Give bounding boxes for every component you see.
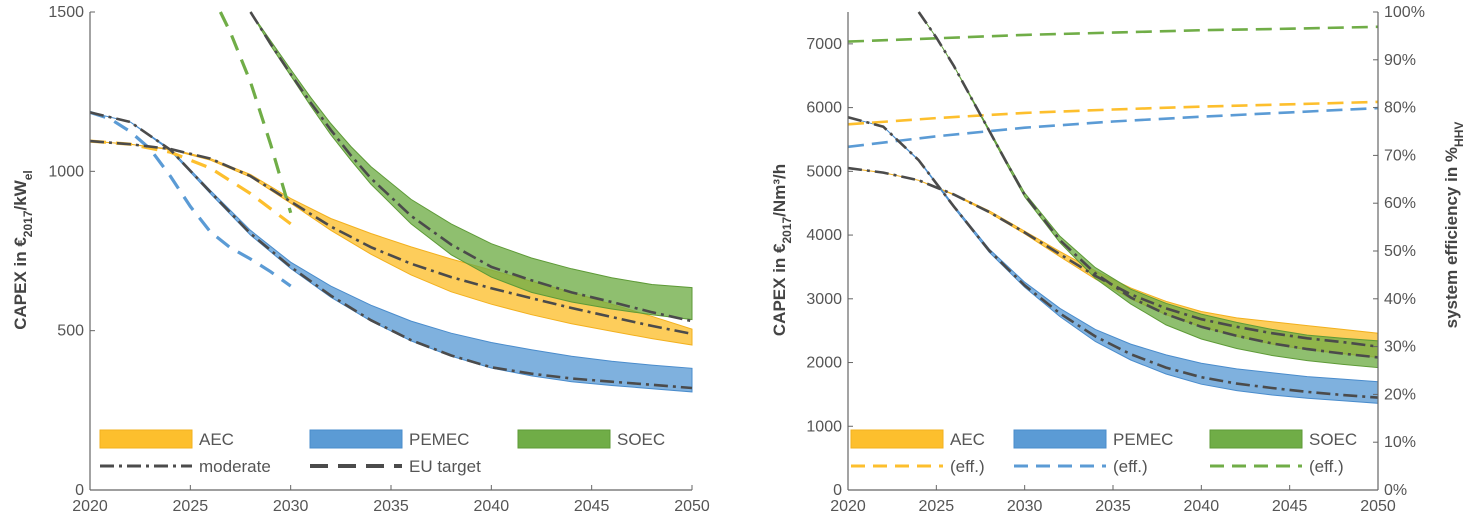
axes (847, 11, 1379, 491)
legend-label-eu-target: EU target (409, 457, 481, 476)
x-tick-label: 2050 (1360, 498, 1396, 515)
y2-tick-label: 10% (1384, 434, 1416, 451)
band-pemec (847, 116, 1379, 404)
capex-lines (847, 11, 1379, 399)
x-tick-label: 2035 (1095, 498, 1131, 515)
legend-label-pemec: PEMEC (409, 430, 469, 449)
x-tick-label: 2040 (474, 498, 510, 515)
legend-swatch-soec (1209, 429, 1303, 449)
band-aec (847, 167, 1379, 358)
y-tick-label: 3000 (806, 291, 842, 308)
y-tick-label: 1000 (806, 418, 842, 435)
legend-label-pemec-eff: (eff.) (1113, 457, 1148, 476)
legend-swatch-aec (850, 429, 944, 449)
y2-tick-label: 50% (1384, 243, 1416, 260)
x-tick-label: 2020 (830, 498, 866, 515)
y-tick-label: 6000 (806, 100, 842, 117)
legend-label-moderate: moderate (199, 457, 271, 476)
band-soec (918, 11, 1379, 369)
moderate-line-1 (847, 115, 1379, 399)
legend-label-soec: SOEC (1309, 430, 1357, 449)
moderate-line-1 (89, 111, 693, 390)
efficiency-line-soec (847, 25, 1379, 43)
axes (89, 11, 693, 491)
x-tick-label: 2045 (574, 498, 610, 515)
x-tick-label: 2040 (1184, 498, 1220, 515)
x-tick-label: 2025 (919, 498, 955, 515)
x-tick-label: 2020 (72, 498, 108, 515)
legend-label-aec: AEC (199, 430, 234, 449)
x-tick-label: 2050 (674, 498, 710, 515)
x-tick-label: 2045 (1272, 498, 1308, 515)
moderate-line-2 (917, 11, 1379, 359)
y2-tick-label: 40% (1384, 291, 1416, 308)
y-tick-label: 2000 (806, 355, 842, 372)
efficiency-line-aec (847, 100, 1379, 126)
legend-swatch-pemec (1013, 429, 1107, 449)
legend-swatch-aec (99, 429, 193, 449)
x-tick-label: 2030 (1007, 498, 1043, 515)
band-pemec (89, 111, 693, 393)
y2-tick-label: 90% (1384, 52, 1416, 69)
capex-per-kw-chart: 2020 2025 2030 2035 2040 2045 2050 0 500 1000 1500… (11, 4, 710, 515)
y-tick-label: 0 (75, 482, 84, 499)
x-tick-label: 2035 (373, 498, 409, 515)
y-tick-label: 5000 (806, 163, 842, 180)
y2-axis-label: system efficiency in %HHV (1442, 122, 1466, 329)
y2-tick-label: 30% (1384, 339, 1416, 356)
y-axis-label: CAPEX in €2017/Nm³/h (770, 164, 794, 336)
y2-tick-label: 60% (1384, 195, 1416, 212)
y-tick-label: 1500 (48, 4, 84, 21)
y-tick-label: 500 (57, 323, 84, 340)
eu-target-line-pemec (89, 110, 292, 288)
tick-labels: 2020 2025 2030 2035 2040 2045 2050 0 1000 2000 300… (806, 4, 1425, 515)
capex-lines (89, 11, 693, 390)
legend: AEC PEMEC SOEC (eff.) (eff.) (eff.) (850, 429, 1357, 476)
y2-tick-label: 80% (1384, 100, 1416, 117)
moderate-line-0 (89, 139, 693, 336)
efficiency-line-pemec (847, 106, 1379, 149)
moderate-line-2 (249, 11, 693, 323)
legend-label-soec-eff: (eff.) (1309, 457, 1344, 476)
y2-tick-label: 20% (1384, 386, 1416, 403)
legend-swatch-soec (517, 429, 611, 449)
legend: AEC PEMEC SOEC moderate EU target (99, 429, 665, 476)
y-tick-label: 4000 (806, 227, 842, 244)
capex-bands (89, 11, 693, 393)
moderate-line-0 (847, 166, 1379, 348)
y-tick-label: 7000 (806, 36, 842, 53)
y-tick-label: 0 (833, 482, 842, 499)
legend-label-soec: SOEC (617, 430, 665, 449)
legend-label-aec: AEC (950, 430, 985, 449)
y-axis-label: CAPEX in €2017/kWel (11, 170, 35, 330)
band-soec (250, 11, 693, 321)
y2-tick-label: 70% (1384, 147, 1416, 164)
x-tick-label: 2030 (273, 498, 309, 515)
tick-labels: 2020 2025 2030 2035 2040 2045 2050 0 500 1000 1500 (48, 4, 709, 515)
y2-tick-label: 0% (1384, 482, 1407, 499)
legend-swatch-pemec (309, 429, 403, 449)
y-tick-label: 1000 (48, 163, 84, 180)
legend-label-pemec: PEMEC (1113, 430, 1173, 449)
eu-target-line-soec (218, 11, 293, 214)
legend-label-aec-eff: (eff.) (950, 457, 985, 476)
y2-tick-label: 100% (1384, 4, 1425, 21)
capex-per-nm3h-chart: 2020 2025 2030 2035 2040 2045 2050 0 1000 2000 300… (770, 4, 1466, 515)
x-tick-label: 2025 (173, 498, 209, 515)
